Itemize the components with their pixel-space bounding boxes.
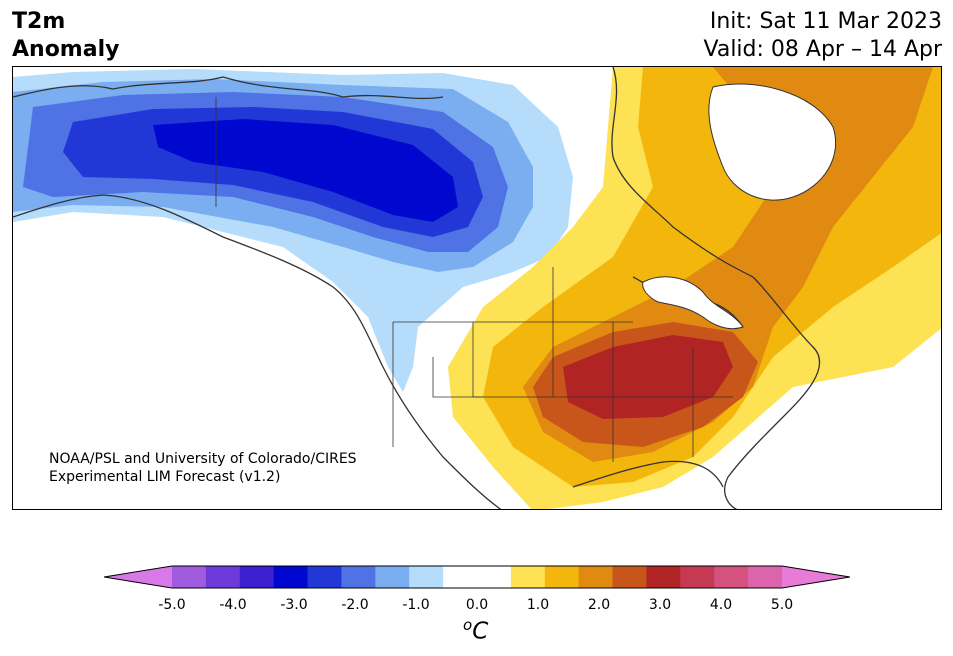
great-lakes: [642, 276, 744, 330]
colorbar-segment: [307, 566, 342, 588]
hudson-bay: [708, 83, 837, 201]
init-date: Init: Sat 11 Mar 2023: [709, 9, 942, 34]
colorbar-tick-label: -3.0: [280, 597, 308, 613]
map-title: T2m Anomaly: [12, 8, 119, 64]
credit-line-2: Experimental LIM Forecast (v1.2): [49, 469, 281, 485]
colorbar-tick-label: 2.0: [587, 597, 611, 613]
colorbar-unit: oC: [463, 616, 488, 645]
credit-line-1: NOAA/PSL and University of Colorado/CIRE…: [49, 451, 357, 467]
colorbar-tick-label: 1.0: [526, 597, 550, 613]
unit-degree: o: [463, 616, 473, 634]
colorbar-extend-low: [104, 566, 172, 588]
political-boundaries: [215, 97, 733, 462]
colorbar-tick-label: 4.0: [709, 597, 733, 613]
colorbar-tick-label: 5.0: [770, 597, 794, 613]
anomaly-map-svg: [13, 67, 941, 509]
colorbar-segment: [578, 566, 614, 588]
warm-core-region: [563, 335, 733, 419]
unit-celsius: C: [472, 618, 489, 645]
cold-core-region: [153, 119, 458, 222]
title-line-2: Anomaly: [12, 37, 120, 62]
colorbar-segment: [544, 566, 580, 588]
forecast-dates: Init: Sat 11 Mar 2023 Valid: 08 Apr – 14…: [704, 8, 943, 64]
colorbar-tick-label: -1.0: [402, 597, 430, 613]
colorbar-tick-label: -5.0: [158, 597, 186, 613]
colorbar-tick-label: 0.0: [465, 597, 489, 613]
colorbar-tick-label: 3.0: [648, 597, 672, 613]
colorbar-segment: [172, 566, 207, 588]
colorbar-tick-label: -2.0: [341, 597, 369, 613]
colorbar-segment: [612, 566, 647, 588]
title-line-1: T2m: [12, 9, 66, 34]
credit-text: NOAA/PSL and University of Colorado/CIRE…: [49, 450, 357, 486]
colorbar-segment: [748, 566, 783, 588]
colorbar-segment: [239, 566, 275, 588]
colorbar-svg: [103, 565, 851, 589]
colorbar-segment: [646, 566, 681, 588]
colorbar-segment: [205, 566, 241, 588]
colorbar-segment: [409, 566, 444, 588]
colorbar: [103, 564, 851, 596]
colorbar-segment: [680, 566, 715, 588]
colorbar-segment: [714, 566, 749, 588]
colorbar-extend-high: [782, 566, 850, 588]
colorbar-segment: [341, 566, 376, 588]
colorbar-segment: [375, 566, 410, 588]
colorbar-tick-label: -4.0: [219, 597, 247, 613]
valid-range: Valid: 08 Apr – 14 Apr: [703, 37, 943, 62]
anomaly-map: [12, 66, 942, 510]
colorbar-segment: [443, 566, 478, 588]
colorbar-segment: [477, 566, 512, 588]
colorbar-segment: [510, 566, 546, 588]
colorbar-segment: [273, 566, 309, 588]
